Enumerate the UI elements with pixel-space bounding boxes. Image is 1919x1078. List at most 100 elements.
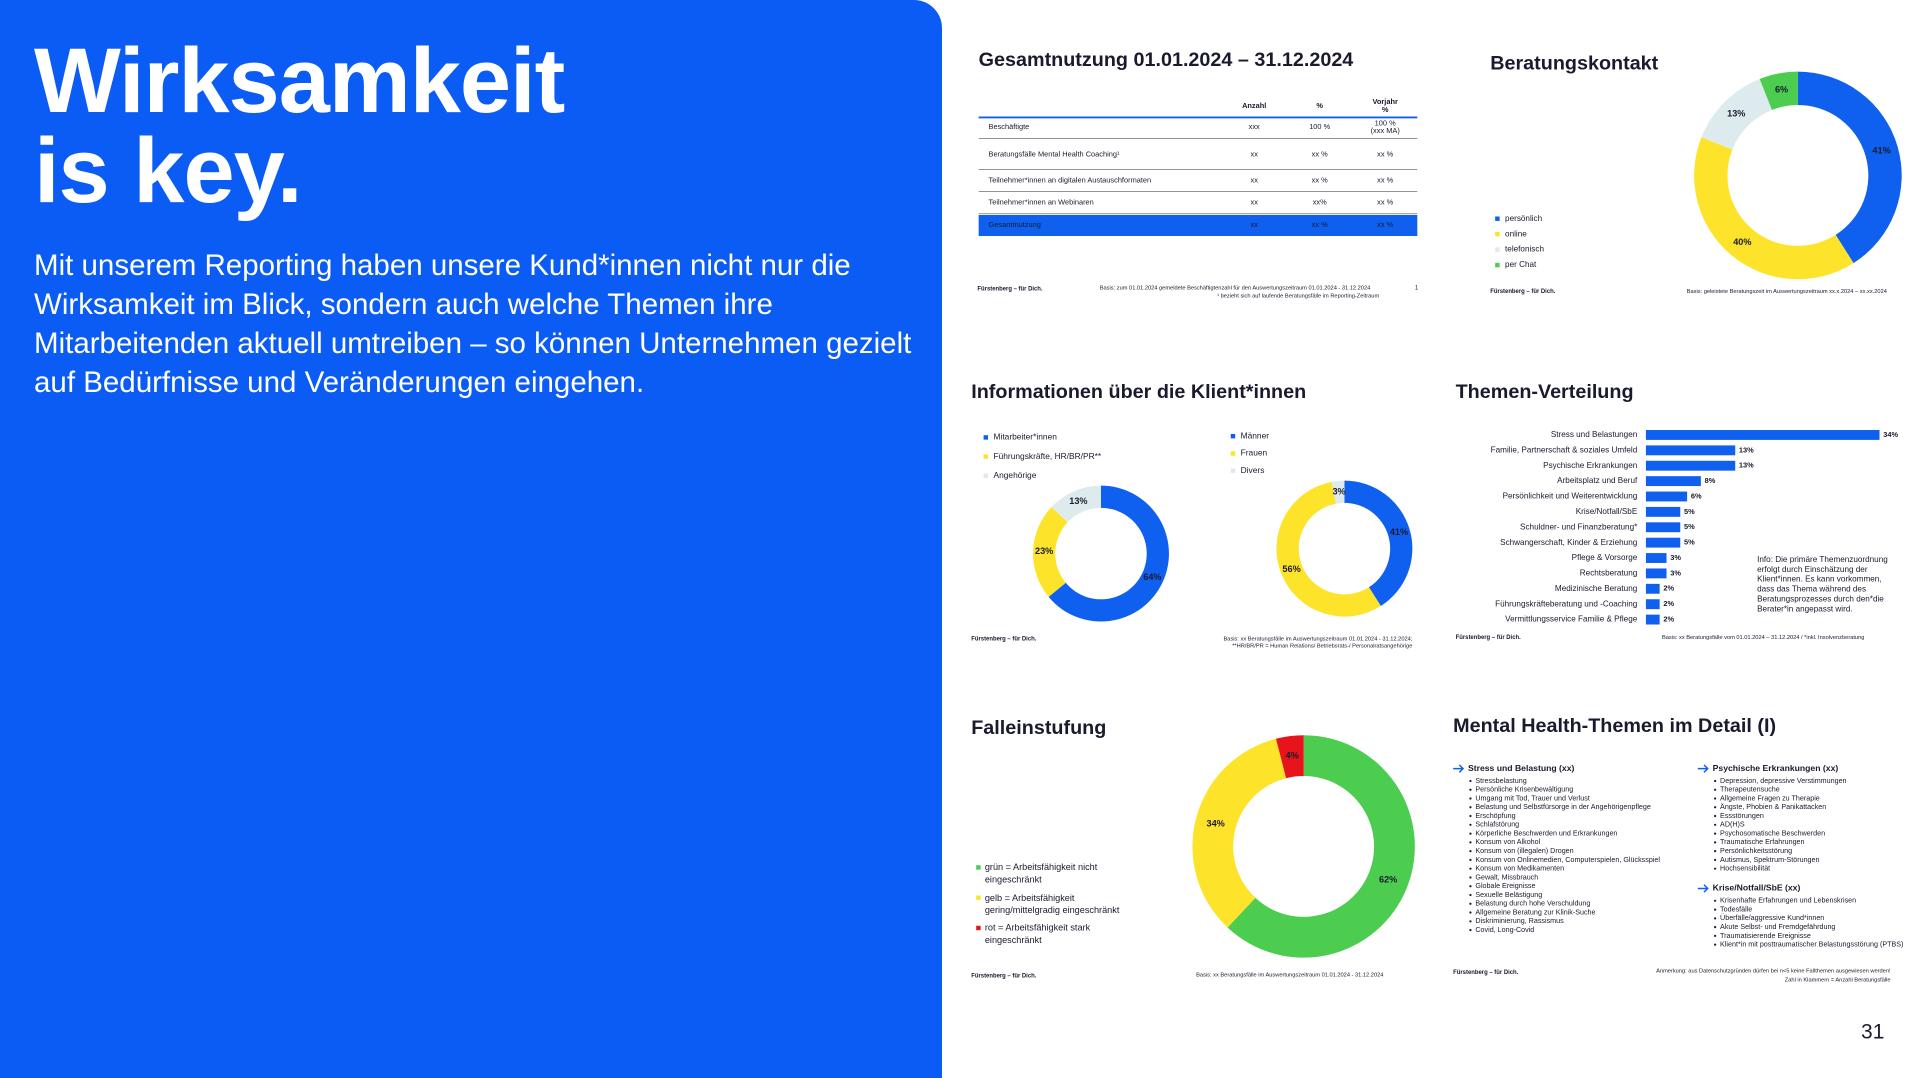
- legend-entry: Divers: [1241, 465, 1265, 475]
- bullet: [1469, 928, 1472, 932]
- bullet: [1469, 841, 1472, 844]
- bar: [1645, 430, 1880, 440]
- category-label: Krise/Notfall/SbE: [1576, 507, 1638, 516]
- headline: Wirksamkeit is key.: [34, 30, 565, 217]
- footnote: Anmerkung: aus Datenschutzgründen dürfen…: [1656, 969, 1891, 975]
- bullet: [1714, 917, 1717, 920]
- data-label: 3%: [1670, 553, 1681, 562]
- page-number: 31: [1861, 1021, 1884, 1044]
- bullet: [1469, 893, 1472, 897]
- data-label: 2%: [1663, 599, 1674, 608]
- bar: [1645, 445, 1736, 456]
- slide-title: Gesamtnutzung 01.01.2024 – 31.12.2024: [979, 49, 1354, 71]
- bullet: [1469, 788, 1472, 791]
- section-heading: Psychische Erkrankungen (xx): [1713, 763, 1839, 773]
- info-text: erfolgt durch Einschätzung der: [1757, 565, 1868, 574]
- footer: Fürstenberg – für Dich.: [1453, 970, 1519, 976]
- footnote: Basis: geleistete Beratungszeit im Auswe…: [1687, 289, 1887, 295]
- list-item: Belastung durch hohe Verschuldung: [1475, 900, 1590, 908]
- data-label: 8%: [1705, 476, 1716, 485]
- legend-marker: [983, 454, 989, 459]
- footer: Fürstenberg – für Dich.: [1456, 635, 1522, 641]
- bar: [1645, 460, 1736, 471]
- category-label: Schwangerschaft, Kinder & Erziehung: [1500, 538, 1637, 547]
- legend-entry: Führungskräfte, HR/BR/PR**: [993, 451, 1101, 461]
- table-cell: xx %: [1312, 220, 1328, 229]
- category-label: Psychische Erkrankungen: [1543, 461, 1637, 470]
- bullet: [1469, 806, 1472, 809]
- category-label: Rechtsberatung: [1580, 569, 1637, 578]
- table-cell: xx %: [1377, 175, 1393, 184]
- table-cell: xx: [1251, 149, 1259, 158]
- data-label: 13%: [1727, 108, 1745, 118]
- footnote: Basis: xx Beratungsfälle im Auswertungsz…: [1196, 972, 1383, 978]
- list-item: Traumatisierende Ereignisse: [1720, 932, 1811, 940]
- list-item: Schlafstörung: [1475, 821, 1519, 829]
- legend-marker: [1495, 262, 1500, 268]
- legend-marker: [983, 473, 989, 478]
- bullet: [1714, 841, 1717, 844]
- footnote: **HR/BR/PR = Human Relations/ Betriebsra…: [1232, 644, 1412, 650]
- table-header: %: [1316, 101, 1323, 110]
- data-label: 6%: [1691, 491, 1702, 500]
- list-item: Erschöpfung: [1475, 812, 1515, 820]
- list-item: Persönliche Krisenbewältigung: [1475, 786, 1573, 794]
- donut-segment: [1033, 507, 1068, 597]
- table-cell: xx: [1251, 198, 1259, 207]
- list-item: Klient*in mit posttraumatischer Belastun…: [1720, 941, 1903, 949]
- bullet: [1469, 814, 1472, 818]
- table-cell: 100 %: [1375, 119, 1396, 128]
- donut-segment: [1759, 71, 1798, 110]
- list-item: Essstörungen: [1720, 812, 1764, 820]
- data-label: 34%: [1883, 430, 1898, 439]
- list-item: Sexuelle Belästigung: [1475, 891, 1542, 899]
- legend-entry: rot = Arbeitsfähigkeit stark eingeschrän…: [984, 921, 1091, 946]
- category-label: Pflege & Vorsorge: [1572, 553, 1638, 562]
- bullet: [1714, 908, 1717, 911]
- list-item: Ängste, Phobien & Panikattacken: [1720, 803, 1826, 811]
- data-label: 56%: [1282, 564, 1300, 574]
- bullet: [1469, 885, 1472, 888]
- legend-entry-box: grün = Arbeitsfähigkeit nicht eingeschrä…: [985, 861, 1097, 884]
- list-item: Belastung und Selbstfürsorge in der Ange…: [1475, 803, 1650, 811]
- bullet: [1469, 902, 1472, 905]
- list-item: Konsum von (illegalen) Drogen: [1475, 847, 1573, 855]
- footer: Fürstenberg – für Dich.: [977, 287, 1043, 293]
- table-cell: Beratungsfälle Mental Health Coaching¹: [989, 149, 1120, 158]
- category-label: Vermittlungsservice Familie & Pflege: [1505, 615, 1638, 624]
- donut-segment: [1797, 71, 1902, 264]
- legend-entry: Angehörige: [993, 470, 1036, 480]
- table-header: Vorjahr: [1372, 97, 1397, 106]
- donut-segment: [1331, 480, 1345, 504]
- headline-line: Wirksamkeit: [34, 30, 565, 132]
- bar: [1645, 506, 1681, 517]
- legend-entry: gelb = Arbeitsfähigkeit gering/mittelgra…: [984, 891, 1120, 916]
- slide-title: Mental Health-Themen im Detail (I): [1453, 715, 1776, 737]
- bullet: [1714, 858, 1717, 862]
- list-item: Persönlichkeitsstörung: [1720, 847, 1792, 855]
- list-item: Globale Ereignisse: [1475, 882, 1535, 890]
- list-item: Konsum von Onlinemedien, Computerspielen…: [1475, 856, 1660, 864]
- table-cell: xx %: [1377, 198, 1393, 207]
- list-item: Todesfälle: [1720, 905, 1752, 913]
- table-cell: Gesamtnutzung: [989, 220, 1041, 229]
- arrow-icon: [1697, 764, 1709, 773]
- legend-marker: [1230, 468, 1236, 474]
- list-item: Depression, depressive Verstimmungen: [1720, 777, 1847, 785]
- legend-entry: Mitarbeiter*innen: [993, 432, 1057, 442]
- arrow-icon: [1697, 884, 1709, 893]
- info-text: Beratungsprozesses durch den*die: [1757, 594, 1884, 603]
- bullet: [1714, 850, 1717, 853]
- category-label: Medizinische Beratung: [1555, 584, 1637, 593]
- data-label: 13%: [1069, 496, 1087, 506]
- table-cell: xx %: [1377, 220, 1393, 229]
- slide-page-number: 1: [1415, 285, 1418, 291]
- table-header: %: [1382, 105, 1389, 114]
- table-cell: xx: [1251, 220, 1259, 229]
- bar: [1645, 537, 1681, 548]
- bullet: [1714, 943, 1717, 946]
- footnote: Basis: xx Beratungsfälle vom 01.01.2024 …: [1662, 635, 1864, 641]
- bar: [1645, 522, 1681, 533]
- total-row-band: [978, 215, 1418, 237]
